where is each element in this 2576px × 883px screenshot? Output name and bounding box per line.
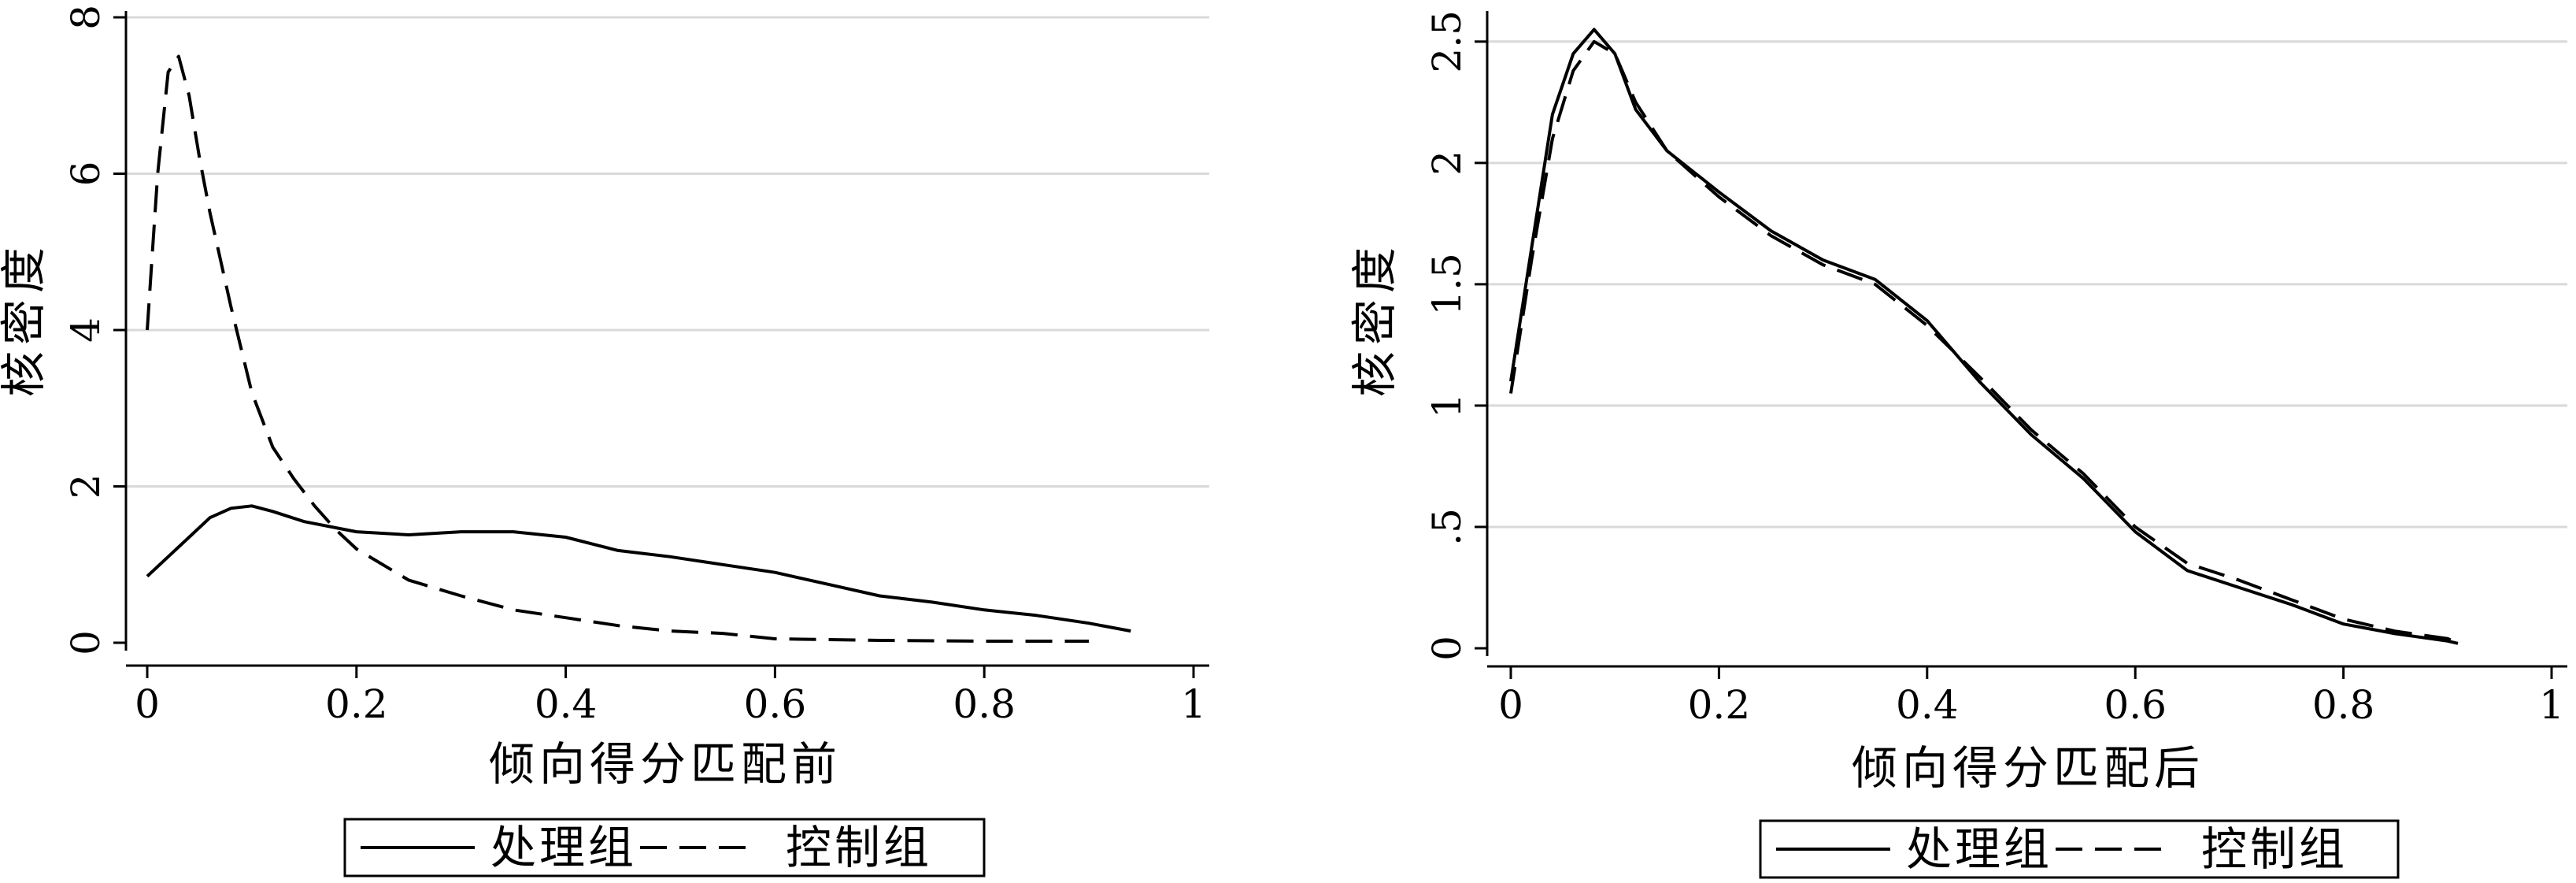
chart1-series-control-line — [1509, 39, 2459, 645]
chart1-legend-label-control: 控制组 — [2201, 822, 2348, 876]
chart1-xlabel: 倾向得分匹配后 — [1852, 741, 2204, 795]
chart0-series-control-line — [146, 54, 1090, 643]
chart1-ytick-label-1: .5 — [1424, 508, 1470, 546]
chart-panel-after: 0 .5 1 1.5 2 2.5 0 0.2 0.4 0.6 0.8 1 核密度倾向得分匹配后处理组 控制… — [1288, 0, 2576, 883]
chart0-ytick-label-2: 4 — [63, 317, 109, 343]
chart0-xlabel: 倾向得分匹配前 — [489, 737, 842, 791]
chart0-ylabel: 核密度 — [0, 241, 50, 397]
chart0-series-treatment-line — [146, 504, 1131, 633]
chart1-ytick-label-5: 2.5 — [1424, 10, 1470, 73]
chart1-xtick-label-5: 1 — [2539, 682, 2564, 728]
chart0-ytick-label-1: 2 — [63, 474, 109, 499]
chart0-legend-label-treatment: 处理组 — [490, 821, 637, 874]
chart1-xtick-label-3: 0.6 — [2104, 682, 2167, 728]
chart0-ytick-label-4: 8 — [63, 5, 109, 30]
chart1-xtick-label-2: 0.4 — [1896, 682, 1959, 728]
chart0-xtick-label-4: 0.8 — [953, 681, 1016, 727]
chart1-ylabel: 核密度 — [1348, 241, 1401, 397]
chart0-xtick-label-5: 1 — [1181, 681, 1206, 727]
chart1-ytick-label-4: 2 — [1424, 150, 1470, 176]
chart0-xtick-label-1: 0.2 — [325, 681, 388, 727]
chart1-series-treatment-line — [1509, 28, 2459, 645]
chart1-ytick-label-3: 1.5 — [1424, 253, 1470, 316]
chart0-legend-label-control: 控制组 — [786, 821, 932, 874]
chart0-xtick-label-3: 0.6 — [744, 681, 807, 727]
chart0-xtick-label-2: 0.4 — [535, 681, 598, 727]
chart0-ytick-label-3: 6 — [63, 161, 109, 187]
chart1-ytick-label-2: 1 — [1424, 393, 1470, 418]
chart1-xtick-label-0: 0 — [1498, 682, 1523, 728]
chart1-legend-label-treatment: 处理组 — [1906, 822, 2052, 876]
chart0-xtick-label-0: 0 — [135, 681, 160, 727]
chart1-xtick-label-1: 0.2 — [1688, 682, 1751, 728]
chart-panel-before: 0 2 4 6 8 0 0.2 0.4 0.6 0.8 1 核密度倾向得分匹配前 处理组 控制组 — [0, 5, 1209, 877]
chart1-ytick-label-0: 0 — [1424, 636, 1470, 661]
chart0-ytick-label-0: 0 — [63, 630, 109, 655]
chart1-xtick-label-4: 0.8 — [2312, 682, 2375, 728]
